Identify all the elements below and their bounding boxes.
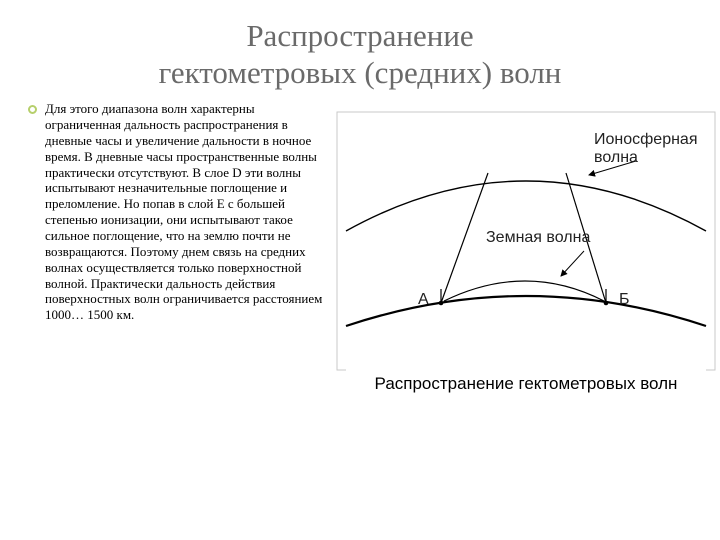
bullet-icon [28,105,37,114]
label-point-b: Б [619,291,630,309]
body-paragraph: Для этого диапазона волн характерны огра… [45,101,328,323]
ionosphere-arc [346,181,706,231]
text-column: Для этого диапазона волн характерны огра… [28,101,328,520]
ray-left [441,173,488,303]
content-row: Для этого диапазона волн характерны огра… [28,101,692,520]
ground-label-arrow [561,251,584,276]
slide: Распространение гектометровых (средних) … [0,0,720,540]
label-ground-wave: Земная волна [486,229,590,247]
label-point-a: А [418,291,429,309]
label-ionosphere: Ионосфернаяволна [594,131,704,166]
slide-title: Распространение гектометровых (средних) … [28,18,692,91]
bullet-item: Для этого диапазона волн характерны огра… [28,101,328,323]
earth-fill [346,296,706,371]
title-line-2: гектометровых (средних) волн [159,55,562,90]
wave-diagram: Ионосфернаяволна Земная волна А Б Распро… [336,111,716,411]
figure-caption: Распространение гектометровых волн [336,374,716,394]
title-line-1: Распространение [246,18,473,53]
figure-column: Ионосфернаяволна Земная волна А Б Распро… [336,101,716,520]
